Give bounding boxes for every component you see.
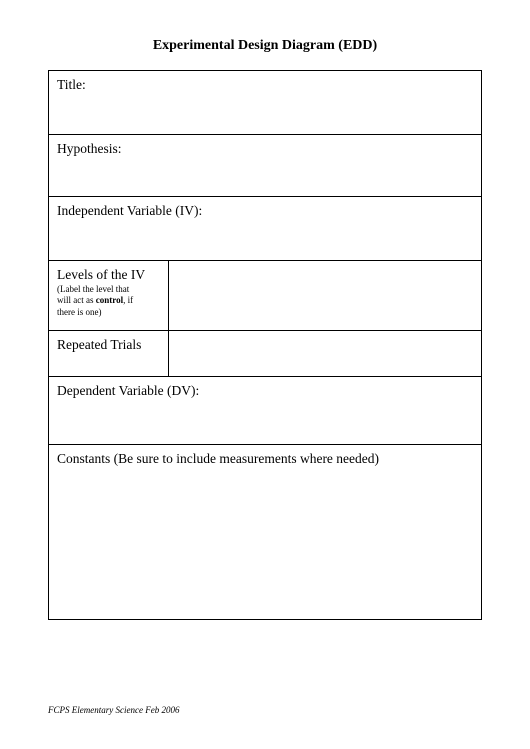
row-iv: Independent Variable (IV): — [49, 197, 481, 261]
iv-label: Independent Variable (IV): — [57, 203, 202, 218]
constants-label: Constants (Be sure to include measuremen… — [57, 451, 379, 466]
trials-label: Repeated Trials — [57, 337, 141, 352]
page-footer: FCPS Elementary Science Feb 2006 — [48, 705, 179, 715]
dv-label: Dependent Variable (DV): — [57, 383, 199, 398]
page-title: Experimental Design Diagram (EDD) — [48, 38, 482, 54]
row-dv: Dependent Variable (DV): — [49, 377, 481, 445]
trials-content-cell — [169, 331, 481, 376]
row-constants: Constants (Be sure to include measuremen… — [49, 445, 481, 619]
row-hypothesis: Hypothesis: — [49, 135, 481, 197]
row-levels: Levels of the IV (Label the level that w… — [49, 261, 481, 331]
levels-sub-suffix: , if — [123, 295, 133, 305]
levels-content-cell — [169, 261, 481, 330]
levels-sub-bold: control — [96, 295, 123, 305]
row-title: Title: — [49, 71, 481, 135]
levels-label: Levels of the IV — [57, 267, 160, 283]
edd-table: Title: Hypothesis: Independent Variable … — [48, 70, 482, 620]
trials-label-cell: Repeated Trials — [49, 331, 169, 376]
levels-sub-line3: there is one) — [57, 307, 160, 317]
hypothesis-label: Hypothesis: — [57, 141, 122, 156]
levels-sub-line1: (Label the level that — [57, 284, 160, 294]
levels-sub-line2: will act as control, if — [57, 295, 160, 305]
levels-label-cell: Levels of the IV (Label the level that w… — [49, 261, 169, 330]
row-trials: Repeated Trials — [49, 331, 481, 377]
levels-sub-prefix: will act as — [57, 295, 96, 305]
title-label: Title: — [57, 77, 86, 92]
